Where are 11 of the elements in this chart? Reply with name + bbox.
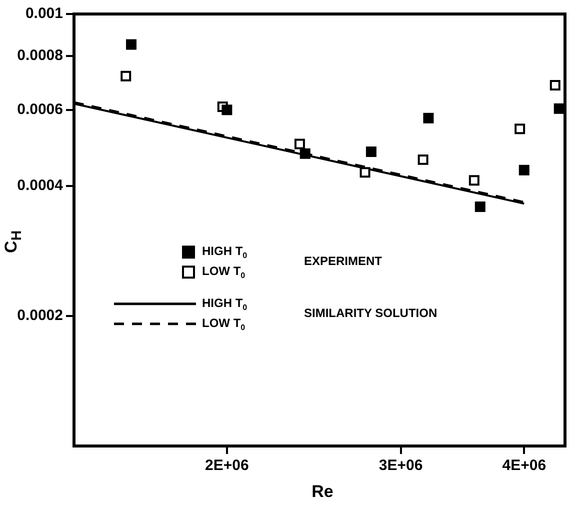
x-axis-title: Re (310, 482, 334, 502)
annotation: SIMILARITY SOLUTION (304, 306, 438, 320)
x-tick-label: 2E+06 (205, 457, 249, 474)
y-tick-label: 0.0004 (17, 177, 64, 194)
annotation: EXPERIMENT (304, 254, 383, 268)
y-tick-label: 0.0002 (17, 307, 63, 324)
y-tick-label: 0.0008 (17, 47, 63, 64)
y-tick-label: 0.0006 (17, 100, 63, 118)
x-tick-label: 4E+06 (502, 457, 546, 474)
x-tick-label: 3E+06 (378, 457, 423, 474)
y-tick-label: 0.001 (25, 5, 63, 22)
